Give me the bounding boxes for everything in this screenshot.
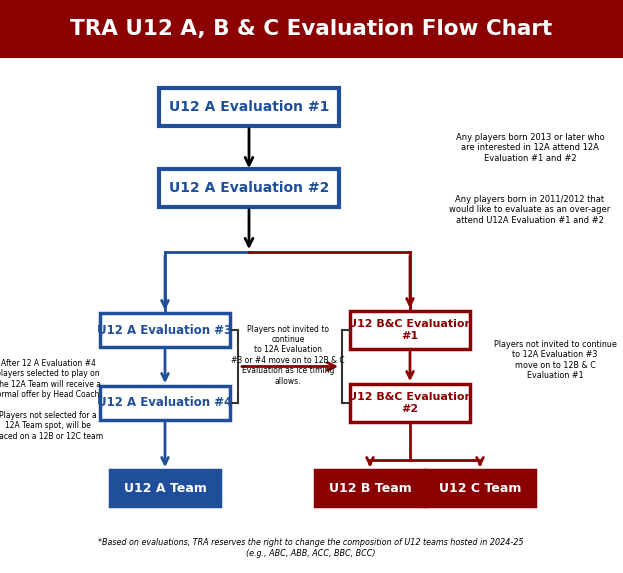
Text: U12 B Team: U12 B Team (328, 481, 411, 494)
FancyBboxPatch shape (100, 386, 230, 420)
Text: U12 B&C Evaluation
#2: U12 B&C Evaluation #2 (348, 392, 472, 414)
Text: After 12 A Evaluation #4
players selected to play on
the 12A Team will receive a: After 12 A Evaluation #4 players selecte… (0, 359, 103, 441)
Text: *Based on evaluations, TRA reserves the right to change the composition of U12 t: *Based on evaluations, TRA reserves the … (98, 538, 524, 558)
Text: TRA U12 A, B & C Evaluation Flow Chart: TRA U12 A, B & C Evaluation Flow Chart (70, 19, 552, 39)
Text: Any players born in 2011/2012 that
would like to evaluate as an over-ager
attend: Any players born in 2011/2012 that would… (449, 195, 611, 225)
FancyBboxPatch shape (159, 88, 339, 126)
FancyBboxPatch shape (100, 313, 230, 347)
Text: Players not invited to
continue
to 12A Evaluation
#3 or #4 move on to 12B & C
Ev: Players not invited to continue to 12A E… (231, 324, 345, 386)
FancyBboxPatch shape (425, 470, 535, 506)
Text: Players not invited to continue
to 12A Evaluation #3
move on to 12B & C
Evaluati: Players not invited to continue to 12A E… (493, 340, 616, 380)
FancyBboxPatch shape (159, 169, 339, 207)
FancyBboxPatch shape (110, 470, 220, 506)
Text: U12 A Evaluation #3: U12 A Evaluation #3 (97, 324, 232, 336)
FancyBboxPatch shape (0, 0, 623, 58)
FancyBboxPatch shape (315, 470, 425, 506)
Text: U12 A Evaluation #1: U12 A Evaluation #1 (169, 100, 329, 114)
FancyBboxPatch shape (350, 384, 470, 422)
Text: U12 A Team: U12 A Team (123, 481, 206, 494)
Text: U12 A Evaluation #4: U12 A Evaluation #4 (97, 397, 232, 410)
FancyBboxPatch shape (350, 311, 470, 349)
Text: U12 C Team: U12 C Team (439, 481, 521, 494)
Text: U12 B&C Evaluation
#1: U12 B&C Evaluation #1 (348, 319, 472, 341)
Text: U12 A Evaluation #2: U12 A Evaluation #2 (169, 181, 329, 195)
Text: Any players born 2013 or later who
are interested in 12A attend 12A
Evaluation #: Any players born 2013 or later who are i… (455, 133, 604, 163)
